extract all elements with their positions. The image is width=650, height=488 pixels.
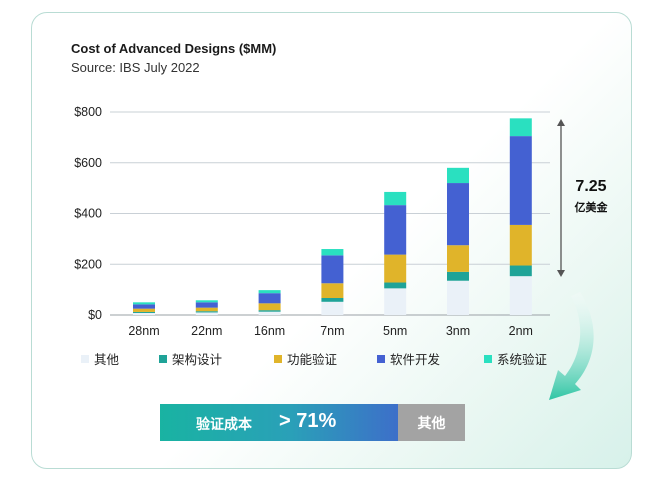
legend-item: 其他 [81, 349, 119, 368]
x-tick-label: 2nm [509, 324, 533, 338]
bar-segment [258, 293, 281, 304]
bar-segment [258, 290, 281, 294]
legend-label: 软件开发 [390, 352, 441, 367]
bar-segment [321, 297, 344, 302]
bar-segment [258, 311, 281, 315]
x-tick-label: 16nm [254, 324, 285, 338]
legend-item: 软件开发 [377, 349, 440, 368]
bar-segment [133, 308, 155, 312]
y-tick-label: $600 [74, 156, 102, 170]
other-banner: 其他 [398, 404, 465, 441]
legend-label: 其他 [94, 352, 120, 367]
verification-cost-banner: 验证成本 > 71% [160, 404, 398, 441]
bar-segment [447, 183, 469, 246]
bar-segment [195, 300, 218, 303]
bar-segment [321, 249, 344, 256]
legend-item: 系统验证 [484, 349, 547, 368]
legend-swatch [81, 354, 89, 363]
bar-segment [447, 245, 469, 272]
bar-segment [133, 304, 155, 309]
bar-segment [509, 276, 532, 315]
x-tick-label: 22nm [191, 324, 222, 338]
range-arrow-head-up [557, 119, 565, 126]
y-tick-label: $400 [74, 207, 102, 221]
bar-segment [133, 312, 155, 315]
bar-segment [384, 288, 407, 315]
legend-swatch [159, 354, 167, 363]
y-tick-label: $0 [88, 308, 102, 322]
bar-segment [195, 312, 218, 315]
legend-item: 架构设计 [159, 349, 222, 368]
bar-segment [384, 282, 407, 289]
verification-cost-value: > 71% [279, 410, 337, 432]
total-cost-unit: 亿美金 [574, 201, 608, 214]
legend-item: 功能验证 [274, 349, 337, 368]
verification-cost-label: 验证成本 [196, 417, 252, 433]
x-tick-label: 5nm [383, 324, 407, 338]
legend-label: 架构设计 [172, 352, 223, 367]
legend-swatch [377, 354, 385, 363]
bar-segment [195, 307, 218, 312]
x-tick-label: 3nm [446, 324, 470, 338]
bar-segment [258, 310, 281, 312]
bar-segment [321, 283, 344, 298]
bar-segment [321, 255, 344, 284]
legend-label: 系统验证 [497, 352, 548, 367]
bar-segment [258, 303, 281, 311]
legend-swatch [484, 354, 492, 363]
y-tick-label: $800 [74, 105, 102, 119]
bar-segment [509, 265, 532, 277]
bar-segment [133, 311, 155, 313]
chart-subtitle: Source: IBS July 2022 [71, 60, 200, 75]
bar-segment [447, 271, 469, 281]
bar-segment [133, 302, 155, 305]
bar-segment [195, 311, 218, 313]
bar-segment [509, 136, 532, 225]
x-tick-label: 28nm [128, 324, 159, 338]
legend-label: 功能验证 [287, 352, 338, 367]
legend-swatch [274, 354, 282, 363]
bar-segment [509, 224, 532, 266]
bar-segment [447, 280, 469, 315]
bar-segment [195, 302, 218, 308]
range-arrow-head-down [557, 270, 565, 277]
bar-segment [384, 191, 407, 206]
bar-segment [321, 301, 344, 315]
bar-segment [384, 254, 407, 283]
chart-title: Cost of Advanced Designs ($MM) [71, 41, 277, 56]
bar-segment [447, 167, 469, 184]
x-tick-label: 7nm [320, 324, 344, 338]
chart-legend: 其他 架构设计 功能验证 软件开发 系统验证 [81, 349, 561, 369]
bar-segment [509, 118, 532, 137]
bar-segment [384, 205, 407, 255]
y-tick-label: $200 [74, 257, 102, 271]
chart-card [31, 12, 632, 469]
total-cost-value: 7.25 [575, 178, 607, 195]
curved-arrow-icon [549, 292, 594, 400]
